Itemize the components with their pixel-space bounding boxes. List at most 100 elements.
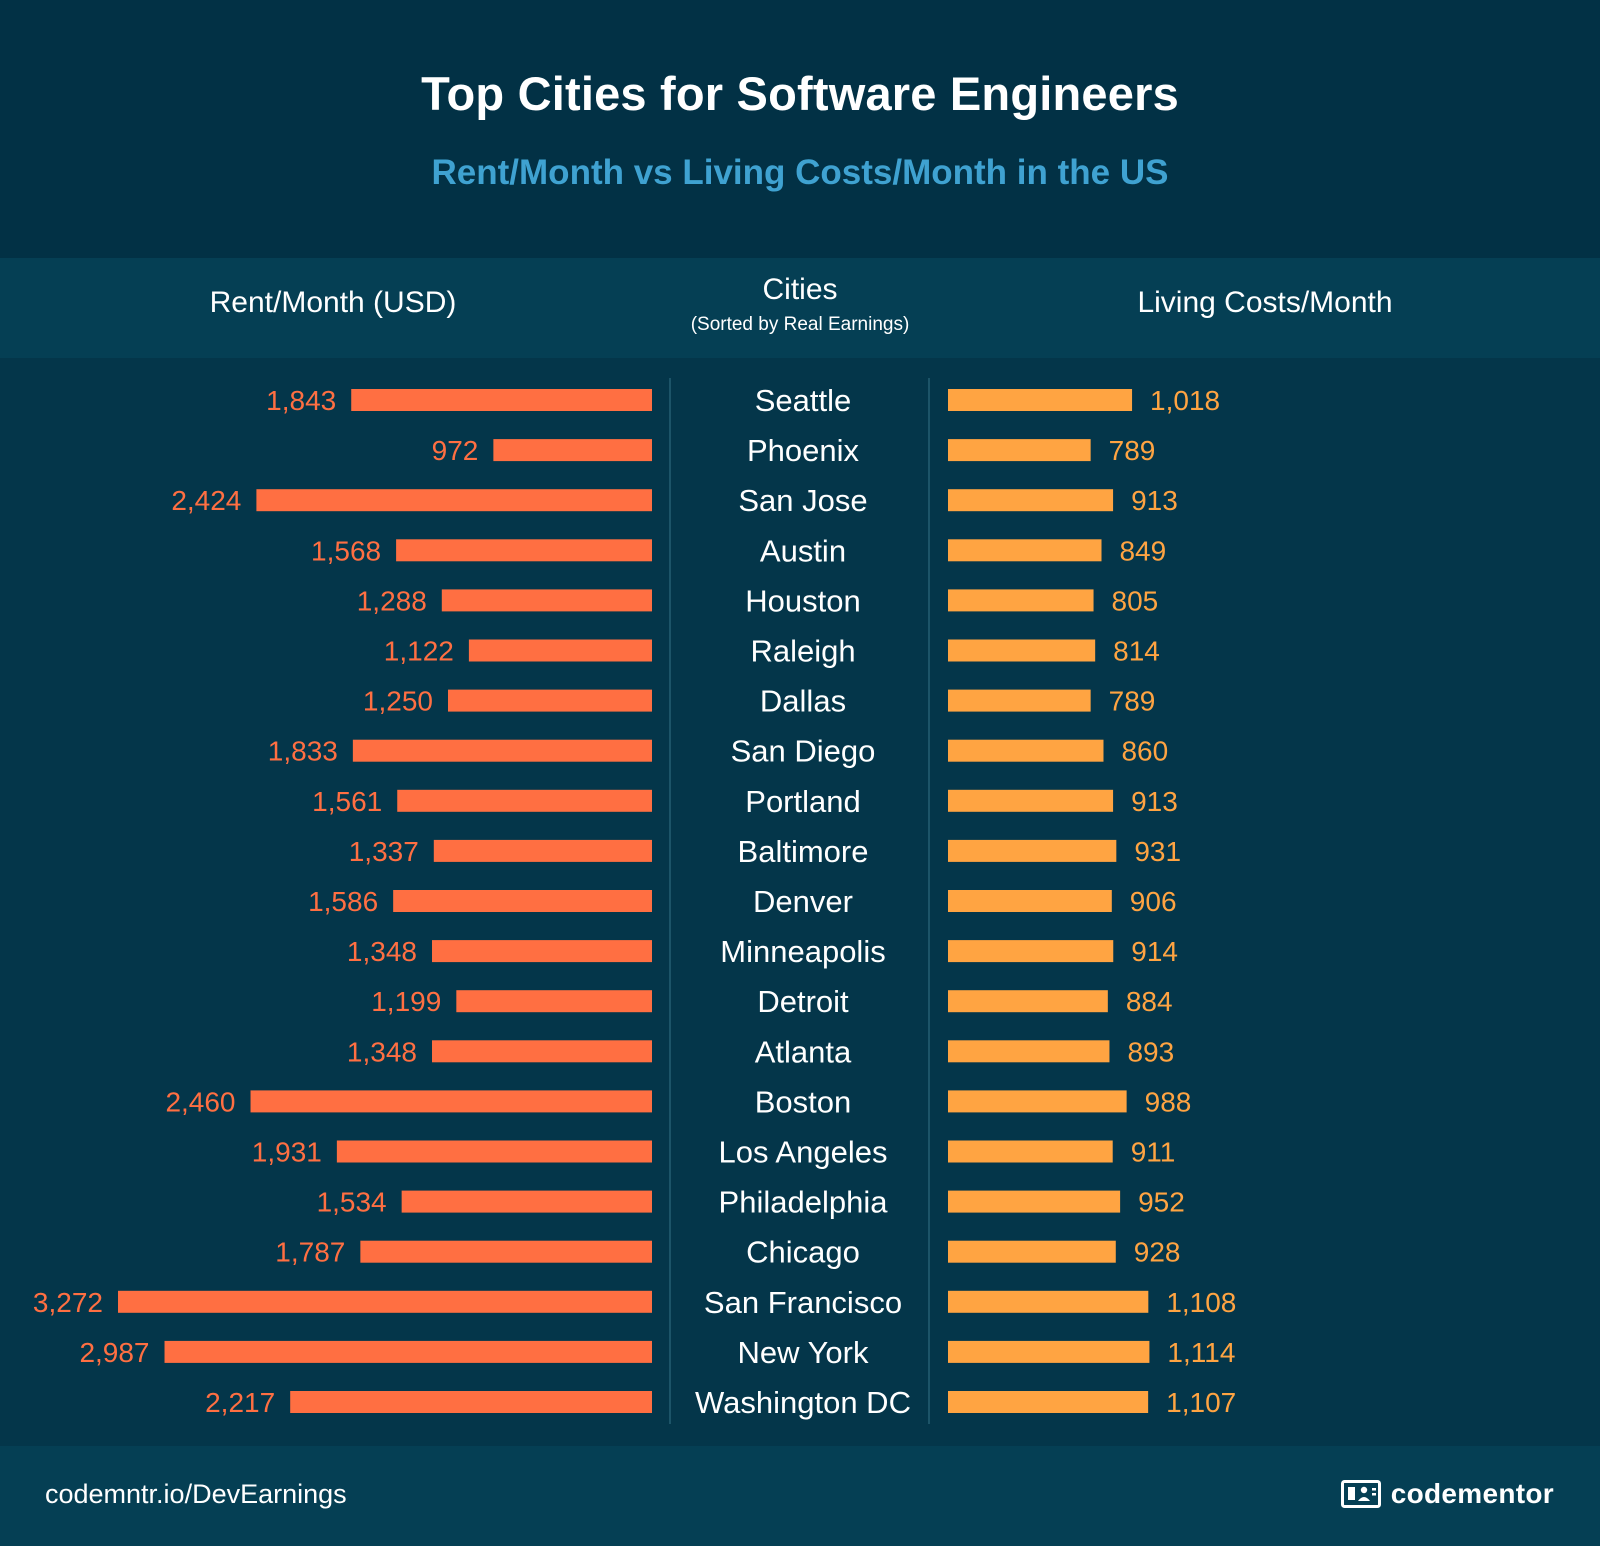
codementor-logo-icon (1340, 1480, 1381, 1508)
living-cost-bar (948, 489, 1114, 512)
rent-bar (433, 839, 652, 862)
cities-column-subheader: (Sorted by Real Earnings) (690, 314, 910, 335)
rent-value-label: 1,337 (349, 836, 419, 867)
living-cost-value-label: 789 (1109, 435, 1156, 466)
living-cost-bar (948, 1240, 1116, 1263)
column-header-bar (0, 258, 1600, 358)
living-cost-bar (948, 1290, 1149, 1313)
living-cost-value-label: 789 (1109, 686, 1156, 717)
right-column-divider (928, 378, 930, 1424)
living-cost-value-label: 860 (1121, 736, 1168, 767)
rent-value-label: 2,424 (171, 485, 241, 516)
city-label: Minneapolis (720, 934, 885, 969)
left-column-divider (669, 378, 671, 1424)
city-label: Philadelphia (719, 1185, 889, 1220)
rent-value-label: 1,348 (347, 936, 417, 967)
living-cost-bar (948, 639, 1096, 662)
rent-value-label: 1,787 (275, 1237, 345, 1268)
rent-bar (336, 1140, 652, 1163)
rent-bar (393, 890, 652, 912)
rent-value-label: 1,250 (363, 686, 433, 717)
rent-value-label: 2,460 (165, 1086, 235, 1117)
living-cost-bar (948, 1340, 1150, 1363)
brand-logo[interactable]: codementor (1340, 1478, 1554, 1510)
living-column-header: Living Costs/Month (1137, 286, 1393, 319)
living-cost-value-label: 1,108 (1166, 1287, 1236, 1318)
rent-value-label: 1,534 (317, 1187, 387, 1218)
rent-value-label: 1,586 (308, 886, 378, 917)
rent-bar (360, 1240, 652, 1263)
rent-bar (352, 739, 652, 762)
living-cost-bar (948, 1391, 1149, 1413)
city-label: San Diego (731, 734, 876, 769)
rent-value-label: 1,348 (347, 1036, 417, 1067)
rent-bar (468, 639, 652, 662)
rent-value-label: 1,833 (268, 736, 338, 767)
rent-value-label: 1,561 (312, 786, 382, 817)
living-cost-bar (948, 439, 1091, 462)
city-label: Dallas (760, 684, 846, 719)
city-label: Washington DC (695, 1385, 911, 1420)
city-label: Portland (745, 784, 860, 819)
city-label: Raleigh (750, 634, 855, 669)
living-cost-value-label: 814 (1113, 636, 1160, 667)
cities-column-header: Cities (762, 273, 838, 306)
living-cost-value-label: 805 (1112, 585, 1159, 616)
rent-value-label: 972 (432, 435, 479, 466)
rent-bar (456, 990, 652, 1013)
living-cost-bar (948, 990, 1108, 1013)
city-label: New York (738, 1335, 869, 1370)
chart-title: Top Cities for Software Engineers (421, 67, 1179, 120)
city-label: Austin (760, 533, 846, 568)
city-label: Chicago (746, 1235, 860, 1270)
living-cost-bar (948, 940, 1114, 963)
living-cost-bar (948, 589, 1094, 612)
rent-bar (351, 389, 652, 411)
living-cost-bar (948, 1040, 1110, 1063)
rent-bar (250, 1090, 652, 1113)
living-cost-value-label: 884 (1126, 986, 1173, 1017)
footer-link[interactable]: codemntr.io/DevEarnings (45, 1479, 347, 1509)
rent-value-label: 1,843 (266, 385, 336, 416)
rent-bar (396, 539, 652, 562)
living-cost-bar (948, 789, 1114, 812)
living-cost-value-label: 1,107 (1166, 1387, 1236, 1418)
city-label: Los Angeles (719, 1135, 888, 1170)
living-cost-bar (948, 1090, 1127, 1113)
living-cost-value-label: 1,018 (1150, 385, 1220, 416)
city-label: Boston (755, 1084, 852, 1119)
living-cost-value-label: 1,114 (1167, 1337, 1235, 1368)
living-cost-bar (948, 1190, 1121, 1213)
rent-value-label: 1,122 (384, 636, 454, 667)
city-label: Seattle (755, 383, 852, 418)
living-cost-bar (948, 839, 1117, 862)
rent-bar (441, 589, 652, 612)
city-label: Houston (745, 583, 860, 618)
rent-bar (432, 1040, 652, 1063)
living-cost-bar (948, 890, 1112, 912)
rent-bar (256, 489, 652, 512)
rent-bar (164, 1340, 652, 1363)
city-label: Denver (753, 884, 853, 919)
rent-bar (432, 940, 652, 963)
living-cost-bar (948, 389, 1133, 411)
city-label: Atlanta (755, 1034, 852, 1069)
living-cost-bar (948, 1140, 1113, 1163)
city-label: Detroit (757, 984, 849, 1019)
rent-value-label: 1,288 (357, 585, 427, 616)
living-cost-value-label: 931 (1134, 836, 1181, 867)
rent-value-label: 1,931 (252, 1137, 322, 1168)
rent-value-label: 1,568 (311, 535, 381, 566)
city-label: Baltimore (738, 834, 869, 869)
rent-bar (448, 689, 652, 712)
chart-subtitle: Rent/Month vs Living Costs/Month in the … (431, 153, 1169, 192)
rent-bar (401, 1190, 652, 1213)
living-cost-value-label: 913 (1131, 786, 1178, 817)
living-cost-value-label: 914 (1131, 936, 1178, 967)
rent-value-label: 2,987 (79, 1337, 149, 1368)
living-cost-value-label: 928 (1134, 1237, 1181, 1268)
living-cost-bar (948, 539, 1102, 562)
footer-bar (0, 1446, 1600, 1546)
rent-value-label: 2,217 (205, 1387, 275, 1418)
